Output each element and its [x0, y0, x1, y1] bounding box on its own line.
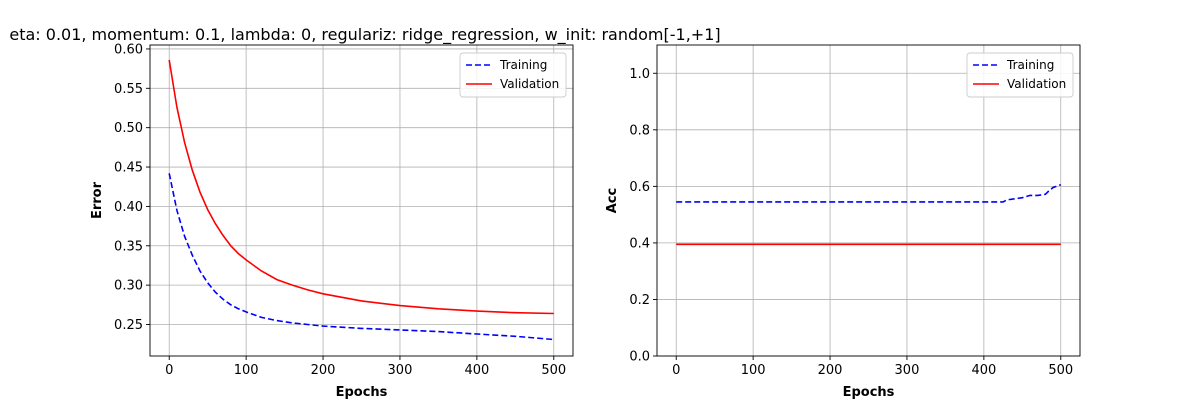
error-series-validation-line	[168, 59, 554, 315]
acc-y-axis-label: Acc	[605, 188, 620, 213]
error-x-tick-label: 400	[464, 363, 489, 378]
error-y-tick-label: 0.55	[114, 82, 143, 97]
error-plot-frame	[149, 44, 574, 357]
error-y-tick-label: 0.50	[114, 121, 143, 136]
error-y-tick-label: 0.40	[114, 200, 143, 215]
acc-x-tick-label: 300	[895, 363, 920, 378]
acc-legend: Training Validation	[966, 52, 1074, 98]
error-y-tick-label: 0.45	[114, 161, 143, 176]
acc-x-tick-label: 500	[1048, 363, 1073, 378]
error-series-training-line	[168, 173, 554, 341]
acc-x-axis-label: Epochs	[843, 385, 895, 400]
acc-x-tick-label: 0	[672, 363, 680, 378]
error-x-tick-label: 300	[388, 363, 413, 378]
error-chart: 0 100 200 300 400 500 0.25 0.30 0.35 0.40 0.45 0.50…	[90, 42, 574, 400]
error-legend: Training Validation	[459, 52, 567, 98]
error-legend-box	[459, 52, 567, 98]
acc-plot-frame	[656, 44, 1081, 357]
acc-x-tick-label: 400	[971, 363, 996, 378]
error-y-tick-label: 0.25	[114, 318, 143, 333]
acc-y-tick-label: 0.2	[629, 293, 650, 308]
acc-x-tick-label: 200	[818, 363, 843, 378]
acc-y-tick-label: 0.0	[629, 350, 650, 365]
figure-title: eta: 0.01, momentum: 0.1, lambda: 0, reg…	[9, 25, 720, 45]
error-legend-label-validation: Validation	[500, 77, 559, 91]
error-x-tick-label: 100	[234, 363, 259, 378]
error-x-axis-label: Epochs	[336, 385, 388, 400]
acc-y-tick-label: 0.6	[629, 180, 650, 195]
acc-series-training-line	[676, 183, 1062, 203]
acc-legend-label-training: Training	[1006, 58, 1054, 72]
acc-x-tick-label: 100	[741, 363, 766, 378]
error-y-axis-label: Error	[90, 181, 105, 219]
error-x-tick-label: 200	[311, 363, 336, 378]
acc-y-tick-label: 0.8	[629, 123, 650, 138]
error-x-tick-label: 0	[165, 363, 173, 378]
acc-legend-box	[966, 52, 1074, 98]
acc-y-tick-label: 1.0	[629, 67, 650, 82]
acc-y-tick-label: 0.4	[629, 236, 650, 251]
error-y-tick-label: 0.30	[114, 279, 143, 294]
accuracy-chart: 0 100 200 300 400 500 0.0 0.2 0.4 0.6 0.8 1.0 Epochs…	[605, 44, 1081, 400]
error-y-tick-label: 0.35	[114, 239, 143, 254]
error-legend-label-training: Training	[499, 58, 547, 72]
error-y-tick-label: 0.60	[114, 42, 143, 57]
acc-legend-label-validation: Validation	[1007, 77, 1066, 91]
error-x-tick-label: 500	[541, 363, 566, 378]
